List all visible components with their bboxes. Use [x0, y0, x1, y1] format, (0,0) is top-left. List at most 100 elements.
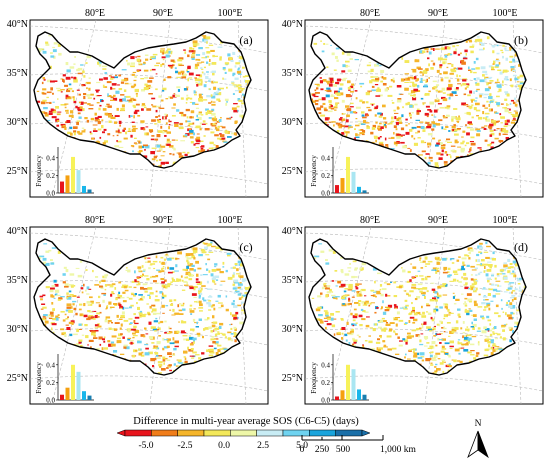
plateau-boundary — [308, 238, 527, 376]
hist-bar-2 — [346, 156, 350, 193]
scale-tick-0: 0 — [300, 445, 305, 455]
hist-bar-2 — [71, 156, 75, 193]
lat-label-0: 40°N — [7, 19, 28, 30]
lon-label-0: 80°E — [85, 8, 105, 19]
hist-ytick-1: 0.2 — [46, 379, 55, 387]
hist-ytick-2: 0.4 — [321, 154, 330, 162]
scale-tick-250: 250 — [315, 445, 330, 455]
legend-swatch-5 — [256, 429, 284, 437]
panel-label: (c) — [239, 240, 252, 254]
north-arrow-right-half — [477, 430, 489, 459]
hist-ylabel: Frequency — [309, 155, 318, 187]
hist-bar-0 — [60, 394, 64, 400]
hist-ytick-0: 0.0 — [321, 397, 330, 405]
plateau-boundary — [33, 238, 252, 376]
legend-swatch-2 — [177, 429, 205, 437]
lon-label-2: 100°E — [217, 215, 242, 226]
map-frame — [29, 226, 269, 405]
legend-swatch-7 — [309, 429, 336, 437]
graticule — [304, 226, 544, 405]
scale-tick-1000: 1,000 km — [380, 445, 417, 455]
hist-bar-3 — [76, 170, 81, 193]
lon-label-2: 100°E — [217, 8, 242, 19]
hist-ytick-2: 0.4 — [46, 361, 55, 369]
north-label: N — [475, 419, 482, 429]
hist-bar-0 — [335, 185, 339, 193]
panel-label: (a) — [239, 33, 252, 47]
hist-bar-0 — [60, 181, 64, 193]
map-panels: 80°E 90°E 100°E 40°N 35°N 30°N 25°N (a) 0.0 0.2 0.… — [7, 8, 544, 405]
hist-ylabel: Frequency — [34, 362, 43, 394]
legend-title: Difference in multi-year average SOS (C6… — [133, 416, 359, 427]
plateau-boundary — [33, 31, 252, 169]
lat-label-3: 25°N — [7, 166, 28, 177]
lat-label-0: 40°N — [7, 226, 28, 237]
hist-bar-1 — [340, 178, 345, 193]
lat-label-1: 35°N — [7, 68, 28, 79]
north-arrow-left-half — [467, 430, 479, 459]
legend-tick-4: 5.0 — [296, 441, 308, 451]
hist-bar-1 — [65, 387, 70, 400]
legend-swatch-1 — [151, 429, 178, 437]
lat-label-3: 25°N — [282, 373, 303, 384]
hist-ytick-1: 0.2 — [321, 172, 330, 180]
hist-ytick-1: 0.2 — [321, 379, 330, 387]
lon-label-0: 80°E — [85, 215, 105, 226]
map-panel-1: 80°E 90°E 100°E40°N35°N30°N25°N(a)0.00.20.… — [7, 8, 269, 198]
legend-arrow-left — [116, 429, 126, 437]
hist-ytick-2: 0.4 — [46, 154, 55, 162]
panel-label: (d) — [514, 240, 528, 254]
lat-label-3: 25°N — [7, 373, 28, 384]
map-panel-3: 80°E 90°E 100°E40°N35°N30°N25°N(c)0.00.20.… — [7, 215, 269, 405]
hist-bar-5 — [87, 189, 92, 193]
legend-swatch-4 — [230, 429, 257, 437]
lat-label-1: 35°N — [282, 275, 303, 286]
hist-bar-4 — [82, 391, 86, 400]
hist-ytick-1: 0.2 — [46, 172, 55, 180]
lon-label-1: 90°E — [428, 215, 448, 226]
sos-difference-pixels — [36, 35, 251, 168]
hist-bar-5 — [362, 394, 367, 400]
scale-tick-500: 500 — [336, 445, 351, 455]
lat-label-0: 40°N — [282, 19, 303, 30]
lon-label-2: 100°E — [492, 8, 517, 19]
color-legend: Difference in multi-year average SOS (C6… — [116, 416, 371, 451]
lat-label-2: 30°N — [282, 117, 303, 128]
hist-bar-3 — [76, 371, 81, 400]
hist-bar-3 — [351, 369, 356, 400]
legend-swatch-3 — [203, 429, 231, 437]
panel-label: (b) — [514, 33, 528, 47]
hist-ylabel: Frequency — [309, 362, 318, 394]
lon-label-0: 80°E — [360, 215, 380, 226]
hist-ytick-0: 0.0 — [321, 190, 330, 198]
hist-bar-0 — [335, 396, 339, 400]
hist-bar-2 — [346, 364, 350, 400]
hist-bar-4 — [82, 185, 86, 193]
legend-arrow-right — [361, 429, 371, 437]
hist-bar-5 — [362, 190, 367, 193]
hist-bar-5 — [87, 395, 92, 400]
hist-bar-4 — [357, 389, 361, 400]
hist-bar-3 — [351, 171, 356, 193]
graticule — [29, 226, 269, 405]
hist-bar-1 — [65, 175, 70, 193]
legend-ticks: -5.0 -2.5 0.0 2.5 5.0 — [138, 441, 308, 451]
hist-ylabel: Frequency — [34, 155, 43, 187]
lat-label-2: 30°N — [7, 117, 28, 128]
graticule — [29, 19, 269, 198]
lon-label-0: 80°E — [360, 8, 380, 19]
lat-label-3: 25°N — [282, 166, 303, 177]
legend-tick-1: -2.5 — [177, 441, 192, 451]
hist-bar-2 — [71, 364, 75, 400]
legend-tick-2: 0.0 — [218, 441, 230, 451]
lon-label-1: 90°E — [428, 8, 448, 19]
lat-label-0: 40°N — [282, 226, 303, 237]
north-arrow: N — [467, 419, 489, 459]
lat-label-2: 30°N — [282, 324, 303, 335]
hist-bar-4 — [357, 186, 361, 193]
legend-color-bar — [116, 429, 371, 437]
